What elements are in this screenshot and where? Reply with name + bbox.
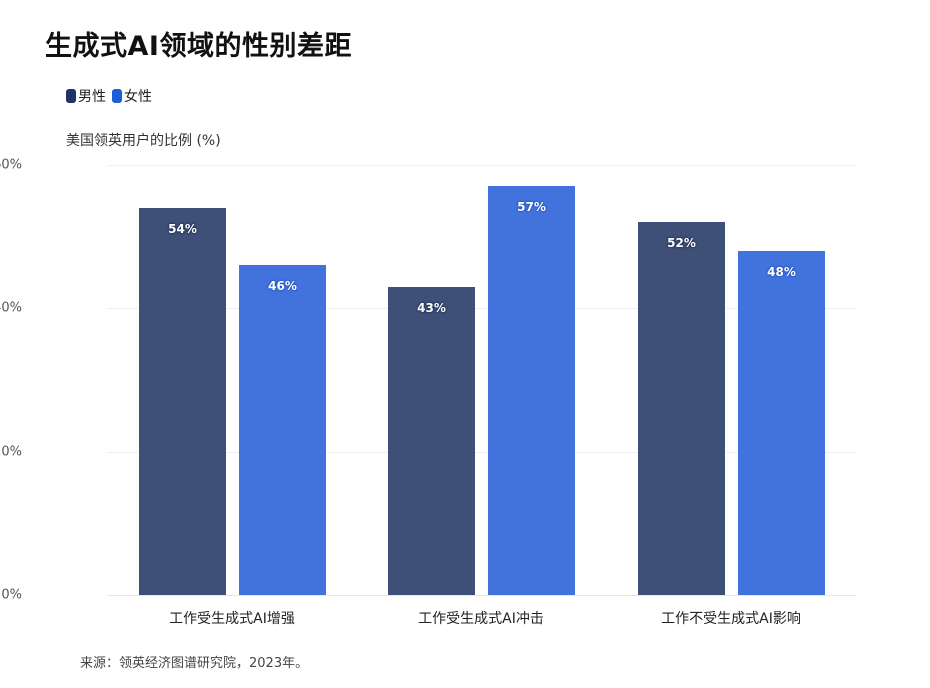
- bar-female-unaffected: 48%: [738, 251, 825, 595]
- legend-item-male: 男性: [66, 86, 106, 106]
- bar-value-label: 54%: [168, 222, 197, 236]
- legend: 男性 女性: [66, 86, 152, 106]
- y-tick-20: 20%: [0, 444, 22, 460]
- legend-item-female: 女性: [112, 86, 152, 106]
- bar-value-label: 48%: [767, 265, 796, 279]
- x-tick-unaffected: 工作不受生成式AI影响: [661, 611, 801, 627]
- x-tick-enhanced: 工作受生成式AI增强: [169, 611, 295, 627]
- y-tick-60: 60%: [0, 157, 22, 173]
- legend-label-male: 男性: [78, 89, 106, 105]
- legend-swatch-male: [66, 89, 76, 103]
- bar-value-label: 43%: [417, 301, 446, 315]
- gridline-60: [107, 165, 857, 166]
- gridline-20: [107, 452, 857, 453]
- bar-male-unaffected: 52%: [638, 222, 725, 595]
- gridline-0: [107, 595, 857, 596]
- y-tick-40: 40%: [0, 300, 22, 316]
- bar-male-disrupted: 43%: [388, 287, 475, 595]
- y-tick-0: 0%: [1, 587, 22, 603]
- plot-area: 60% 40% 20% 0% 54% 46% 43% 57% 52% 48%: [0, 158, 857, 603]
- bar-male-enhanced: 54%: [139, 208, 226, 595]
- bar-value-label: 46%: [268, 279, 297, 293]
- bar-female-disrupted: 57%: [488, 186, 575, 595]
- y-axis-label: 美国领英用户的比例 (%): [66, 133, 221, 149]
- legend-label-female: 女性: [124, 89, 152, 105]
- gridline-40: [107, 308, 857, 309]
- legend-swatch-female: [112, 89, 122, 103]
- source-note: 来源：领英经济图谱研究院，2023年。: [80, 656, 309, 671]
- x-tick-disrupted: 工作受生成式AI冲击: [418, 611, 544, 627]
- bar-value-label: 57%: [517, 200, 546, 214]
- bar-value-label: 52%: [667, 236, 696, 250]
- bar-female-enhanced: 46%: [239, 265, 326, 595]
- chart-title: 生成式AI领域的性别差距: [45, 31, 352, 62]
